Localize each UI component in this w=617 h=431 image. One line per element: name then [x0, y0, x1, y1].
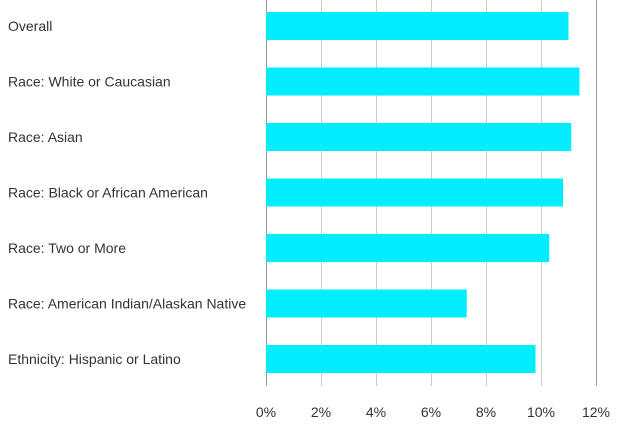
bar [266, 12, 569, 40]
category-label: Ethnicity: Hispanic or Latino [8, 351, 181, 367]
x-tick-label: 0% [256, 404, 276, 420]
bar [266, 234, 550, 262]
bar [266, 178, 563, 207]
category-label: Race: Asian [8, 129, 83, 145]
x-tick-label: 2% [311, 404, 331, 420]
x-tick-label: 12% [582, 404, 610, 420]
bar [266, 289, 467, 318]
bar [266, 123, 572, 151]
x-tick-label: 10% [527, 404, 555, 420]
category-labels: Overall Race: White or Caucasian Race: Asi… [8, 18, 246, 367]
category-label: Race: White or Caucasian [8, 74, 171, 90]
category-label: Race: American Indian/Alaskan Native [8, 296, 246, 312]
category-label: Race: Two or More [8, 240, 126, 256]
category-label: Race: Black or African American [8, 185, 208, 201]
x-tick-label: 6% [421, 404, 441, 420]
bars [266, 12, 580, 373]
category-label: Overall [8, 18, 52, 34]
x-tick-labels: 0% 2% 4% 6% 8% 10% 12% [256, 404, 610, 420]
bar [266, 67, 580, 96]
x-tick-label: 4% [366, 404, 386, 420]
bar [266, 345, 536, 373]
x-tick-label: 8% [476, 404, 496, 420]
